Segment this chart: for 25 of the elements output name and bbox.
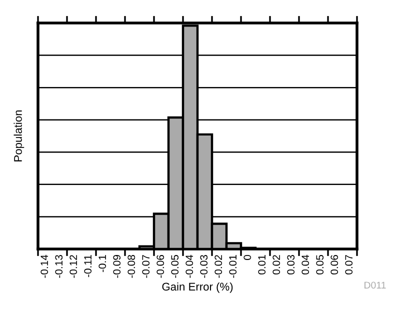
x-tick-label: -0.03 xyxy=(200,255,208,278)
x-tick-label: 0.05 xyxy=(316,254,324,274)
x-tick-label: 0.06 xyxy=(330,255,338,274)
x-tick-label: -0.09 xyxy=(113,255,121,278)
x-tick-label: 0.01 xyxy=(258,255,266,274)
x-tick-label: -0.01 xyxy=(229,255,237,278)
x-tick-label: 0.04 xyxy=(302,254,310,274)
x-tick-label: -0.04 xyxy=(186,254,194,278)
x-tick-label: 0 xyxy=(244,254,252,260)
x-tick-label: -0.14 xyxy=(40,254,48,278)
text: D011 xyxy=(364,282,386,289)
x-axis-title: Gain Error (%) xyxy=(162,282,233,293)
x-tick-label: -0.05 xyxy=(171,254,179,278)
x-tick-label: -0.02 xyxy=(214,255,222,278)
x-tick-label: 0.03 xyxy=(287,255,295,274)
x-tick-label: -0.11 xyxy=(84,255,92,278)
x-tick-label: -0.1 xyxy=(98,255,106,272)
x-tick-label: -0.06 xyxy=(156,255,164,278)
x-tick-label: -0.08 xyxy=(128,255,136,278)
y-axis-title: Population xyxy=(14,110,24,162)
x-tick-label: 0.07 xyxy=(345,255,353,274)
x-tick-label: 0.02 xyxy=(272,255,280,274)
x-tick-label: -0.12 xyxy=(70,255,78,278)
x-tick-label: -0.13 xyxy=(55,255,63,278)
x-tick-label: -0.07 xyxy=(142,255,150,278)
